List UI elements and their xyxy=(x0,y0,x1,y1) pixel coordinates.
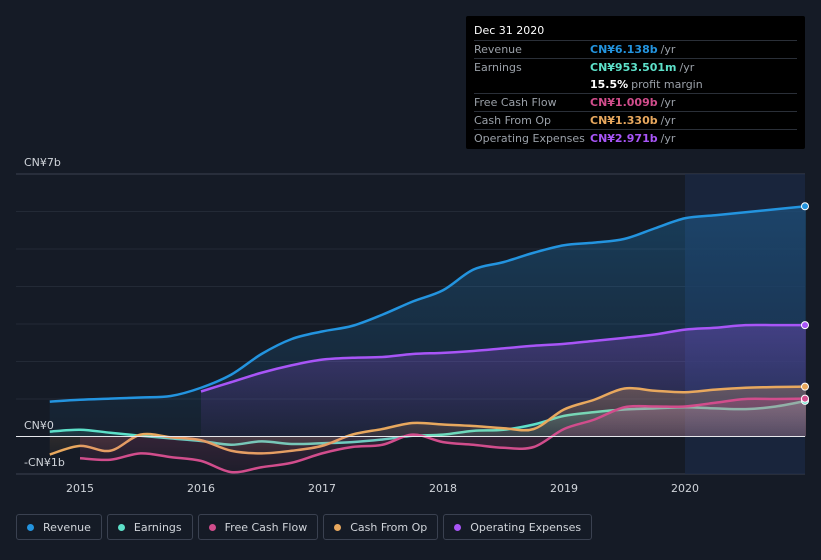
tooltip-value: CN¥953.501m xyxy=(590,61,677,74)
tooltip-label: Free Cash Flow xyxy=(474,96,557,109)
tooltip-row-operating-expenses: Operating Expenses CN¥2.971b /yr xyxy=(474,129,797,147)
tooltip-value: CN¥1.009b xyxy=(590,96,658,109)
tooltip-label: Operating Expenses xyxy=(474,132,585,145)
tooltip-value: 15.5% xyxy=(590,78,629,91)
legend: Revenue Earnings Free Cash Flow Cash Fro… xyxy=(16,514,593,540)
tooltip-unit: /yr xyxy=(660,96,676,109)
y-axis-top-label: CN¥7b xyxy=(24,156,61,169)
cash-from-op-end-point xyxy=(801,382,809,391)
legend-dot-icon xyxy=(117,523,125,531)
x-tick-label: 2020 xyxy=(671,482,699,495)
operating-expenses-line xyxy=(200,323,806,393)
tooltip-row-cash-from-op: Cash From Op CN¥1.330b /yr xyxy=(474,111,797,129)
tooltip-row-profit-margin: 15.5% profit margin xyxy=(474,76,797,93)
tooltip-value: CN¥1.330b xyxy=(590,114,658,127)
legend-label: Revenue xyxy=(43,520,91,534)
x-tick-label: 2018 xyxy=(429,482,457,495)
legend-item-free-cash-flow[interactable]: Free Cash Flow xyxy=(197,514,319,540)
tooltip-unit: /yr xyxy=(660,132,676,145)
legend-label: Operating Expenses xyxy=(470,520,582,534)
legend-label: Cash From Op xyxy=(350,520,428,534)
legend-label: Free Cash Flow xyxy=(224,520,308,534)
tooltip-value: CN¥6.138b xyxy=(590,43,658,56)
tooltip-unit: /yr xyxy=(679,61,695,74)
y-axis-zero-label: CN¥0 xyxy=(24,419,54,432)
chart: CN¥7b CN¥0 -CN¥1b 2015 2016 2017 2018 2019 20… xyxy=(16,156,809,495)
y-axis-bottom-label: -CN¥1b xyxy=(24,456,65,469)
x-tick-label: 2016 xyxy=(187,482,215,495)
operating-expenses-end-point xyxy=(801,321,809,330)
x-tick-label: 2015 xyxy=(66,482,94,495)
tooltip-label: Cash From Op xyxy=(474,114,552,127)
x-axis-ticks: 2015 2016 2017 2018 2019 2020 xyxy=(66,482,699,495)
data-tooltip: Dec 31 2020 Revenue CN¥6.138b /yr Earnin… xyxy=(466,16,805,149)
x-tick-label: 2017 xyxy=(308,482,336,495)
tooltip-label xyxy=(474,76,590,93)
legend-item-cash-from-op[interactable]: Cash From Op xyxy=(323,514,439,540)
free-cash-flow-line xyxy=(79,397,807,474)
tooltip-unit: /yr xyxy=(660,43,676,56)
legend-item-operating-expenses[interactable]: Operating Expenses xyxy=(443,514,593,540)
free-cash-flow-area xyxy=(80,398,806,473)
tooltip-unit: /yr xyxy=(660,114,676,127)
legend-dot-icon xyxy=(27,523,34,531)
tooltip-label: Earnings xyxy=(474,61,522,74)
x-tick-label: 2019 xyxy=(550,482,578,495)
tooltip-unit: profit margin xyxy=(631,78,703,91)
tooltip-label: Revenue xyxy=(474,43,522,56)
legend-dot-icon xyxy=(454,523,462,531)
legend-label: Earnings xyxy=(133,520,182,534)
revenue-line xyxy=(49,205,807,403)
revenue-end-point xyxy=(801,202,809,211)
legend-dot-icon xyxy=(208,523,216,531)
free-cash-flow-end-point xyxy=(801,394,809,403)
tooltip-date: Dec 31 2020 xyxy=(474,24,545,37)
tooltip-row-revenue: Revenue CN¥6.138b /yr xyxy=(474,40,797,58)
tooltip-row-earnings: Earnings CN¥953.501m /yr xyxy=(474,58,797,76)
tooltip-row-free-cash-flow: Free Cash Flow CN¥1.009b /yr xyxy=(474,93,797,111)
tooltip-value: CN¥2.971b xyxy=(590,132,658,145)
legend-item-revenue[interactable]: Revenue xyxy=(16,514,102,540)
legend-dot-icon xyxy=(334,523,342,531)
series-layer xyxy=(16,202,809,474)
legend-item-earnings[interactable]: Earnings xyxy=(106,514,193,540)
